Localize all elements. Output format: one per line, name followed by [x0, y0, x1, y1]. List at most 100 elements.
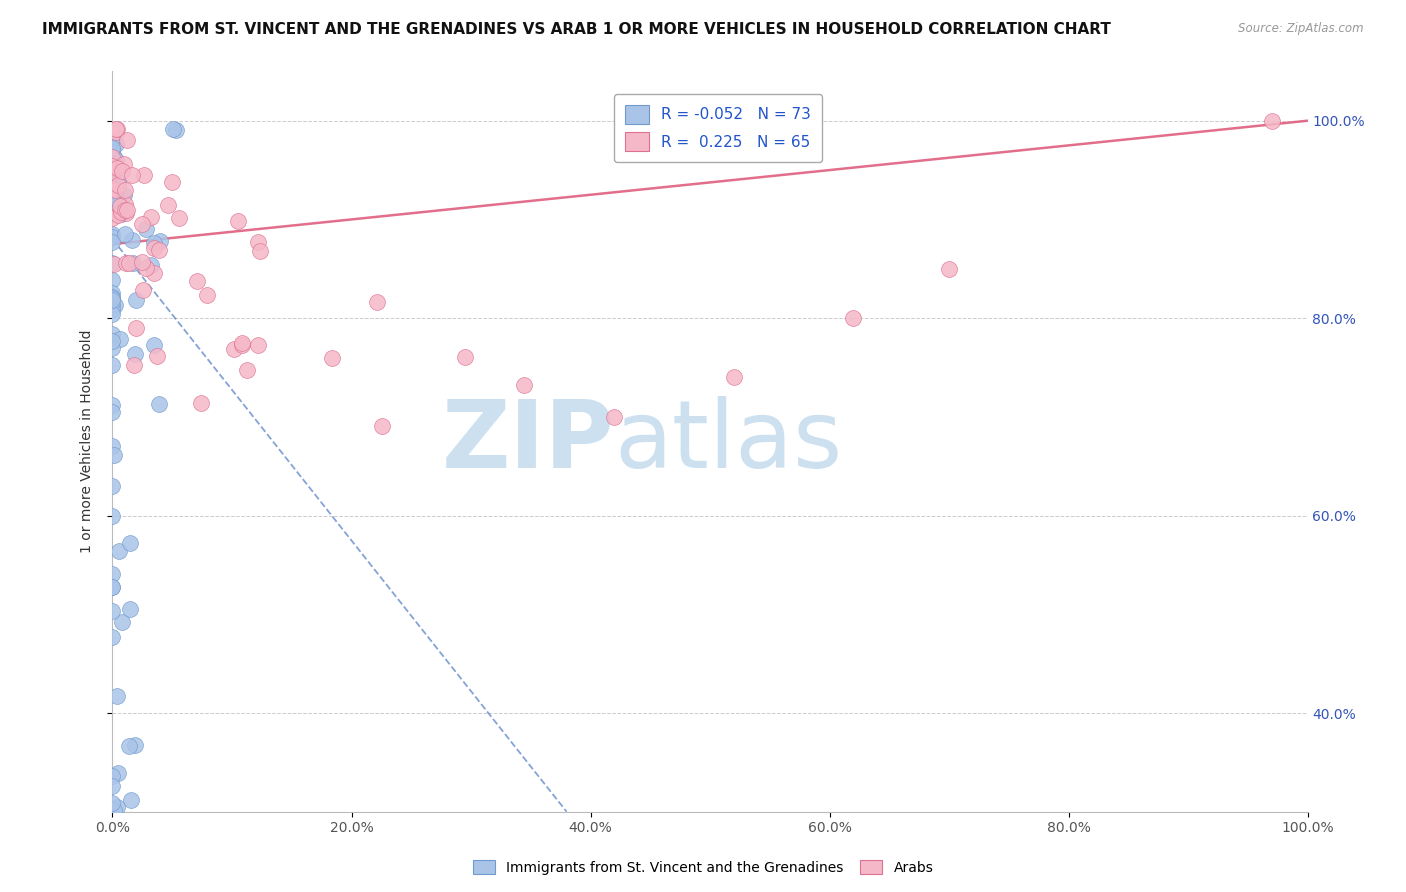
- Point: [231, 337, 253, 351]
- Point: [165, 122, 187, 136]
- Point: [321, 351, 343, 365]
- Point: [105, 161, 128, 176]
- Point: [142, 337, 165, 351]
- Point: [366, 294, 388, 309]
- Point: [454, 351, 477, 365]
- Point: [124, 359, 146, 373]
- Point: [101, 167, 124, 181]
- Point: [101, 398, 124, 412]
- Point: [131, 255, 153, 269]
- Point: [110, 205, 132, 219]
- Point: [101, 227, 124, 242]
- Point: [114, 183, 136, 197]
- Point: [115, 256, 138, 270]
- Point: [115, 202, 138, 217]
- Point: [186, 274, 208, 288]
- Point: [124, 347, 146, 361]
- Point: [246, 338, 269, 352]
- Point: [101, 204, 124, 219]
- Point: [107, 800, 129, 814]
- Point: [101, 307, 124, 321]
- Point: [101, 182, 124, 196]
- Text: Source: ZipAtlas.com: Source: ZipAtlas.com: [1239, 22, 1364, 36]
- Point: [101, 326, 124, 341]
- Point: [101, 159, 124, 173]
- Point: [101, 161, 124, 175]
- Point: [107, 765, 129, 780]
- Point: [107, 192, 129, 206]
- Point: [104, 298, 127, 312]
- Text: ZIP: ZIP: [441, 395, 614, 488]
- Point: [105, 192, 128, 206]
- Point: [101, 580, 124, 594]
- Point: [107, 178, 129, 193]
- Point: [101, 303, 124, 318]
- Point: [101, 132, 124, 146]
- Point: [101, 290, 124, 304]
- Point: [114, 202, 136, 217]
- Point: [148, 397, 170, 411]
- Point: [938, 261, 960, 276]
- Point: [231, 336, 253, 351]
- Point: [105, 122, 128, 136]
- Point: [101, 145, 124, 160]
- Point: [160, 175, 183, 189]
- Point: [105, 689, 128, 703]
- Point: [114, 227, 136, 241]
- Point: [101, 158, 124, 172]
- Point: [143, 235, 166, 250]
- Point: [101, 256, 124, 270]
- Point: [108, 186, 131, 200]
- Point: [169, 211, 191, 225]
- Point: [101, 293, 124, 307]
- Point: [121, 168, 143, 182]
- Point: [101, 341, 124, 355]
- Point: [114, 206, 136, 220]
- Point: [723, 370, 745, 384]
- Point: [135, 222, 157, 236]
- Point: [141, 258, 163, 272]
- Point: [108, 543, 131, 558]
- Point: [101, 235, 124, 250]
- Point: [115, 133, 138, 147]
- Point: [143, 241, 166, 255]
- Point: [512, 378, 534, 392]
- Point: [101, 604, 124, 618]
- Point: [121, 233, 143, 247]
- Point: [120, 793, 142, 807]
- Point: [101, 202, 124, 217]
- Point: [226, 214, 249, 228]
- Point: [132, 168, 155, 182]
- Point: [149, 234, 172, 248]
- Point: [132, 283, 155, 297]
- Point: [118, 739, 141, 754]
- Point: [111, 615, 134, 629]
- Point: [101, 580, 124, 594]
- Point: [603, 409, 626, 424]
- Point: [101, 630, 124, 644]
- Legend: R = -0.052   N = 73, R =  0.225   N = 65: R = -0.052 N = 73, R = 0.225 N = 65: [614, 94, 823, 162]
- Point: [101, 165, 124, 179]
- Point: [195, 287, 218, 301]
- Point: [101, 358, 124, 372]
- Point: [103, 257, 125, 271]
- Point: [101, 334, 124, 348]
- Point: [103, 150, 125, 164]
- Point: [118, 256, 141, 270]
- Point: [124, 321, 146, 335]
- Point: [101, 298, 124, 312]
- Point: [101, 479, 124, 493]
- Point: [111, 164, 134, 178]
- Point: [162, 122, 184, 136]
- Point: [101, 141, 124, 155]
- Point: [105, 125, 128, 139]
- Point: [101, 273, 124, 287]
- Point: [112, 157, 135, 171]
- Point: [101, 439, 124, 453]
- Point: [101, 150, 124, 164]
- Point: [110, 206, 132, 220]
- Point: [108, 332, 131, 346]
- Point: [135, 261, 157, 276]
- Point: [110, 203, 132, 218]
- Legend: Immigrants from St. Vincent and the Grenadines, Arabs: Immigrants from St. Vincent and the Gren…: [467, 855, 939, 880]
